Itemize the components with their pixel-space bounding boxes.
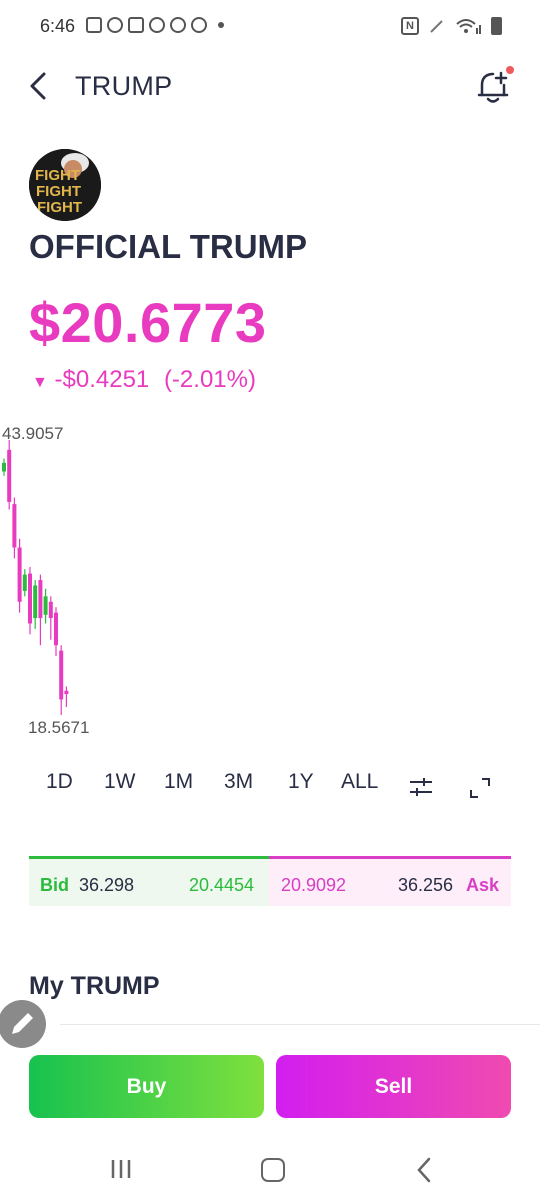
- candle-body: [7, 449, 12, 502]
- coin-avatar: FIGHT FIGHT FIGHT: [29, 149, 101, 221]
- candle-body: [38, 580, 43, 619]
- back-arrow-icon[interactable]: [26, 70, 54, 102]
- bid-label: Bid: [40, 875, 69, 895]
- wifi-signal-icon: [456, 19, 481, 34]
- bid-price: 20.4454: [189, 875, 255, 895]
- change-percent: (-2.01%): [163, 366, 256, 393]
- battery-icon: [491, 17, 502, 35]
- avatar-text-2: FIGHT: [36, 183, 81, 200]
- range-1d[interactable]: 1D: [46, 770, 73, 793]
- coin-avatar-image: FIGHT FIGHT FIGHT: [29, 149, 101, 221]
- candle-body: [12, 504, 17, 548]
- nfc-icon: N: [401, 17, 419, 35]
- candle-body: [2, 462, 6, 472]
- candle-body: [48, 601, 53, 619]
- more-notifications-icon: [218, 22, 224, 28]
- system-nav-bar: [0, 1140, 540, 1200]
- order-book-summary: Bid 36.298 20.4454 20.9092 36.256 Ask: [29, 856, 511, 906]
- chart-high-label: 43.9057: [2, 424, 63, 443]
- app-header: TRUMP: [0, 56, 540, 120]
- candle-body: [59, 650, 64, 700]
- pen-icon: [430, 20, 443, 33]
- edit-pencil-icon: [12, 1013, 33, 1034]
- range-3m[interactable]: 3M: [224, 770, 254, 793]
- bid-panel[interactable]: Bid 36.298 20.4454: [29, 856, 269, 906]
- range-1m[interactable]: 1M: [164, 770, 194, 793]
- current-price: $20.6773: [29, 291, 267, 354]
- status-bar: 6:46 N: [0, 0, 540, 56]
- ask-quantity: 36.256: [398, 875, 454, 895]
- change-down-arrow-icon: ▼: [32, 374, 48, 391]
- bell-plus-icon[interactable]: [474, 66, 514, 106]
- holdings-title: My TRUMP: [29, 972, 160, 1000]
- range-1y[interactable]: 1Y: [288, 770, 314, 793]
- status-time: 6:46: [40, 16, 76, 36]
- coin-name: OFFICIAL TRUMP: [29, 228, 308, 265]
- chart-settings-icon[interactable]: [408, 776, 434, 798]
- bid-quantity: 36.298: [79, 875, 135, 895]
- chart-low-label: 18.5671: [28, 718, 89, 737]
- candle-body: [43, 596, 48, 615]
- coinmarket-icon-2: [170, 17, 186, 33]
- coinmarket-icon: [107, 17, 123, 33]
- price-chart[interactable]: 43.9057 18.5671: [0, 415, 540, 745]
- avatar-text-1: FIGHT: [35, 167, 80, 184]
- sell-button[interactable]: Sell: [276, 1055, 511, 1118]
- nav-back-icon[interactable]: [415, 1156, 433, 1184]
- edit-fab-button[interactable]: [0, 1000, 46, 1048]
- folder-icon: [128, 17, 144, 33]
- candle-body: [28, 573, 32, 624]
- notification-icons: [86, 17, 224, 33]
- price-change: ▼ -$0.4251 (-2.01%): [32, 366, 256, 394]
- app-icon-2: [191, 17, 207, 33]
- system-icons: N: [401, 16, 502, 36]
- section-divider: [60, 1024, 540, 1025]
- home-icon[interactable]: [261, 1158, 285, 1182]
- ask-price: 20.9092: [281, 875, 347, 895]
- candle-body: [64, 690, 69, 695]
- range-1w[interactable]: 1W: [104, 770, 136, 793]
- candle-body: [54, 612, 58, 646]
- candle-body: [33, 585, 38, 619]
- expand-icon[interactable]: [469, 777, 491, 799]
- page-title: TRUMP: [75, 71, 173, 101]
- ask-panel[interactable]: 20.9092 36.256 Ask: [269, 856, 511, 906]
- recents-icon[interactable]: [110, 1158, 132, 1180]
- range-selector: 1D 1W 1M 3M 1Y ALL: [0, 770, 540, 810]
- avatar-text-3: FIGHT: [37, 199, 82, 216]
- buy-button[interactable]: Buy: [29, 1055, 264, 1118]
- range-all[interactable]: ALL: [341, 770, 379, 793]
- voicemail-icon: [86, 17, 102, 33]
- candle-body: [17, 547, 22, 602]
- change-amount: -$0.4251: [54, 366, 150, 393]
- app-icon: [149, 17, 165, 33]
- ask-label: Ask: [466, 875, 500, 895]
- candle-body: [22, 574, 27, 591]
